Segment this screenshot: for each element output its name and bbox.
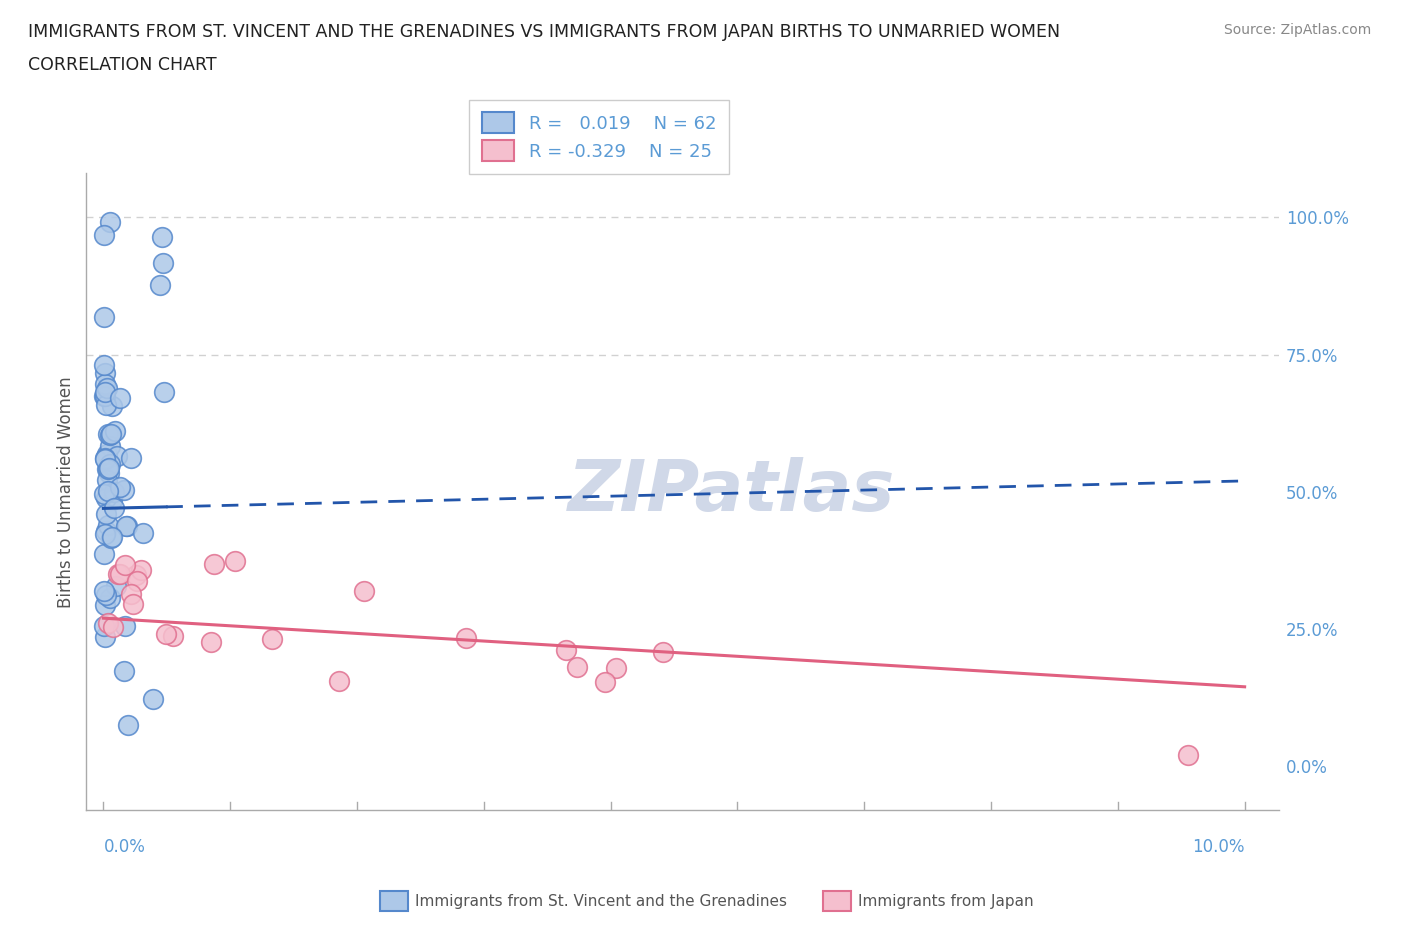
Point bbox=[454, 631, 477, 645]
Text: 10.0%: 10.0% bbox=[1192, 838, 1244, 856]
Point bbox=[94, 397, 117, 412]
Point bbox=[97, 518, 120, 533]
Point bbox=[129, 563, 152, 578]
Point bbox=[328, 674, 350, 689]
Text: CORRELATION CHART: CORRELATION CHART bbox=[28, 56, 217, 73]
Point bbox=[142, 691, 165, 706]
Point bbox=[100, 427, 122, 442]
Text: IMMIGRANTS FROM ST. VINCENT AND THE GRENADINES VS IMMIGRANTS FROM JAPAN BIRTHS T: IMMIGRANTS FROM ST. VINCENT AND THE GREN… bbox=[28, 23, 1060, 41]
Point bbox=[120, 450, 142, 465]
Point bbox=[97, 466, 120, 481]
Point bbox=[101, 399, 124, 414]
Point bbox=[94, 491, 117, 506]
Point bbox=[125, 567, 148, 582]
Point bbox=[162, 629, 184, 644]
Point bbox=[94, 507, 117, 522]
Point bbox=[565, 660, 588, 675]
Point bbox=[94, 524, 117, 538]
Point bbox=[555, 643, 578, 658]
Point bbox=[98, 215, 121, 230]
Point bbox=[605, 660, 627, 675]
Point bbox=[94, 450, 117, 465]
Point bbox=[262, 631, 284, 646]
Text: Immigrants from St. Vincent and the Grenadines: Immigrants from St. Vincent and the Gren… bbox=[415, 894, 787, 909]
Point bbox=[93, 228, 115, 243]
Point bbox=[96, 446, 118, 461]
Point bbox=[104, 578, 127, 593]
Point bbox=[107, 566, 129, 581]
Text: 0.0%: 0.0% bbox=[104, 838, 145, 856]
Point bbox=[105, 448, 128, 463]
Point bbox=[93, 451, 115, 466]
Point bbox=[117, 718, 139, 733]
Point bbox=[593, 675, 616, 690]
Point bbox=[152, 256, 174, 271]
Point bbox=[150, 230, 173, 245]
Point bbox=[94, 385, 117, 400]
Point bbox=[94, 630, 117, 644]
Point bbox=[97, 484, 120, 498]
Point bbox=[114, 618, 136, 633]
Point bbox=[93, 365, 115, 380]
Point bbox=[97, 616, 120, 631]
Point bbox=[96, 472, 118, 487]
Point bbox=[125, 574, 148, 589]
Point bbox=[93, 309, 115, 324]
Point bbox=[100, 530, 122, 545]
Y-axis label: Births to Unmarried Women: Births to Unmarried Women bbox=[58, 376, 75, 607]
Point bbox=[114, 557, 136, 572]
Point bbox=[200, 635, 222, 650]
Point bbox=[120, 587, 142, 602]
Point bbox=[103, 485, 125, 500]
Point bbox=[117, 518, 139, 533]
Point bbox=[155, 627, 177, 642]
Point bbox=[94, 526, 117, 541]
Point bbox=[97, 426, 120, 441]
Point bbox=[94, 588, 117, 603]
Point bbox=[93, 487, 115, 502]
Point bbox=[108, 479, 131, 494]
Point bbox=[108, 566, 131, 581]
Point bbox=[96, 461, 118, 476]
Point bbox=[122, 596, 145, 611]
Point bbox=[112, 663, 135, 678]
Point bbox=[115, 519, 138, 534]
Point bbox=[651, 644, 673, 659]
Legend: R =   0.019    N = 62, R = -0.329    N = 25: R = 0.019 N = 62, R = -0.329 N = 25 bbox=[470, 100, 728, 174]
Point bbox=[353, 584, 375, 599]
Point bbox=[153, 385, 176, 400]
Point bbox=[93, 546, 115, 561]
Point bbox=[101, 619, 124, 634]
Point bbox=[93, 358, 115, 373]
Point bbox=[1177, 748, 1199, 763]
Point bbox=[101, 492, 124, 507]
Point bbox=[132, 525, 155, 540]
Point bbox=[93, 598, 115, 613]
Point bbox=[110, 391, 132, 405]
Point bbox=[104, 423, 127, 438]
Point bbox=[202, 557, 225, 572]
Point bbox=[96, 381, 118, 396]
Point bbox=[224, 553, 246, 568]
FancyBboxPatch shape bbox=[380, 891, 408, 911]
Point bbox=[97, 462, 120, 477]
Point bbox=[97, 460, 120, 475]
Point bbox=[112, 483, 135, 498]
Point bbox=[98, 457, 121, 472]
Point bbox=[93, 389, 115, 404]
Point bbox=[93, 618, 115, 633]
FancyBboxPatch shape bbox=[823, 891, 851, 911]
Text: Immigrants from Japan: Immigrants from Japan bbox=[858, 894, 1033, 909]
Point bbox=[94, 389, 117, 404]
Point bbox=[100, 530, 122, 545]
Point bbox=[98, 591, 121, 605]
Point bbox=[98, 438, 121, 453]
Point bbox=[98, 428, 121, 443]
Point bbox=[149, 278, 172, 293]
Text: Source: ZipAtlas.com: Source: ZipAtlas.com bbox=[1223, 23, 1371, 37]
Text: ZIPatlas: ZIPatlas bbox=[568, 458, 894, 526]
Point bbox=[103, 500, 125, 515]
Point bbox=[93, 584, 115, 599]
Point bbox=[94, 377, 117, 392]
